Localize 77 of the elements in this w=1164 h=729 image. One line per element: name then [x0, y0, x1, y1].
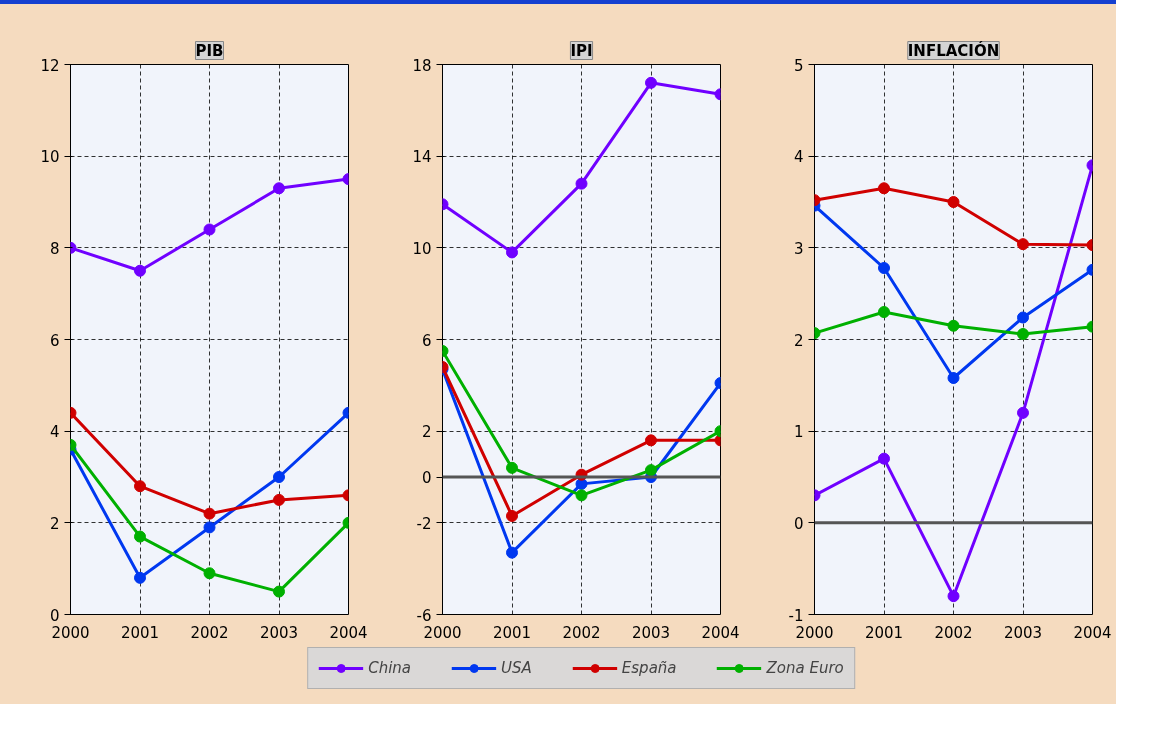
y-tick-label: 18 — [412, 56, 432, 75]
y-tick-label: 2 — [49, 514, 60, 533]
point — [506, 246, 518, 259]
x-tick-label: 2003 — [1003, 623, 1043, 642]
y-tick-label: 6 — [49, 331, 60, 350]
point — [1017, 238, 1029, 251]
y-tick-label: 10 — [40, 148, 60, 167]
point — [645, 464, 657, 477]
x-tick-label: 2002 — [190, 623, 229, 642]
point — [947, 372, 960, 384]
y-tick-label: 8 — [49, 239, 60, 258]
y-tick-label: 0 — [49, 606, 60, 625]
x-tick-label: 2004 — [329, 623, 368, 642]
point — [1017, 311, 1029, 324]
point — [273, 182, 285, 195]
x-tick-label: 2004 — [701, 623, 740, 642]
point — [947, 319, 960, 332]
x-tick-label: 2001 — [120, 623, 160, 642]
x-tick-label: 2000 — [51, 623, 90, 642]
point — [273, 585, 285, 598]
y-tick-label: 5 — [793, 56, 804, 75]
point — [1017, 406, 1029, 419]
point — [878, 452, 890, 465]
point — [273, 471, 285, 483]
y-tick-label: 6 — [421, 331, 432, 350]
chart-title: IPI — [570, 41, 593, 60]
y-tick-label: 3 — [793, 239, 804, 258]
y-tick-label: 4 — [793, 148, 804, 167]
point — [134, 264, 146, 277]
x-tick-label: 2001 — [864, 623, 904, 642]
point — [506, 461, 518, 474]
y-tick-label: 14 — [412, 148, 432, 167]
x-tick-label: 2002 — [934, 623, 973, 642]
point — [203, 567, 216, 580]
y-tick-label: -6 — [416, 606, 432, 625]
point — [203, 507, 216, 520]
x-tick-label: 2002 — [562, 623, 601, 642]
x-tick-label: 2000 — [423, 623, 462, 642]
legend-label: Zona Euro — [766, 659, 844, 677]
point — [878, 306, 890, 318]
y-tick-label: 12 — [40, 56, 60, 75]
x-tick-label: 2003 — [631, 623, 671, 642]
point — [947, 590, 960, 603]
point — [203, 521, 216, 534]
x-tick-label: 2004 — [1073, 623, 1112, 642]
y-tick-label: 1 — [793, 423, 804, 442]
chart-title: PIB — [195, 41, 224, 60]
point — [134, 530, 146, 543]
point — [506, 509, 518, 522]
point — [878, 262, 890, 274]
point — [878, 182, 890, 195]
x-tick-label: 2003 — [259, 623, 299, 642]
point — [645, 434, 657, 447]
legend-label: España — [621, 659, 677, 677]
y-tick-label: 10 — [412, 239, 432, 258]
point — [506, 546, 518, 559]
y-tick-label: -2 — [416, 514, 432, 533]
point — [575, 177, 588, 190]
point — [645, 76, 657, 89]
chart-title: INFLACIÓN — [907, 40, 1000, 60]
x-tick-label: 2000 — [795, 623, 834, 642]
point — [273, 493, 285, 506]
legend-label: USA — [501, 659, 532, 677]
legend-label: China — [368, 659, 412, 677]
y-tick-label: 4 — [49, 423, 60, 442]
point — [1017, 328, 1029, 340]
y-tick-label: -1 — [788, 606, 804, 625]
y-tick-label: 2 — [793, 331, 804, 350]
point — [203, 223, 216, 236]
point — [575, 489, 588, 502]
y-tick-label: 0 — [793, 514, 804, 533]
point — [947, 196, 960, 208]
x-tick-label: 2001 — [492, 623, 532, 642]
point — [134, 480, 146, 493]
point — [134, 571, 146, 584]
y-tick-label: 2 — [421, 423, 432, 442]
y-tick-label: 0 — [421, 469, 432, 487]
